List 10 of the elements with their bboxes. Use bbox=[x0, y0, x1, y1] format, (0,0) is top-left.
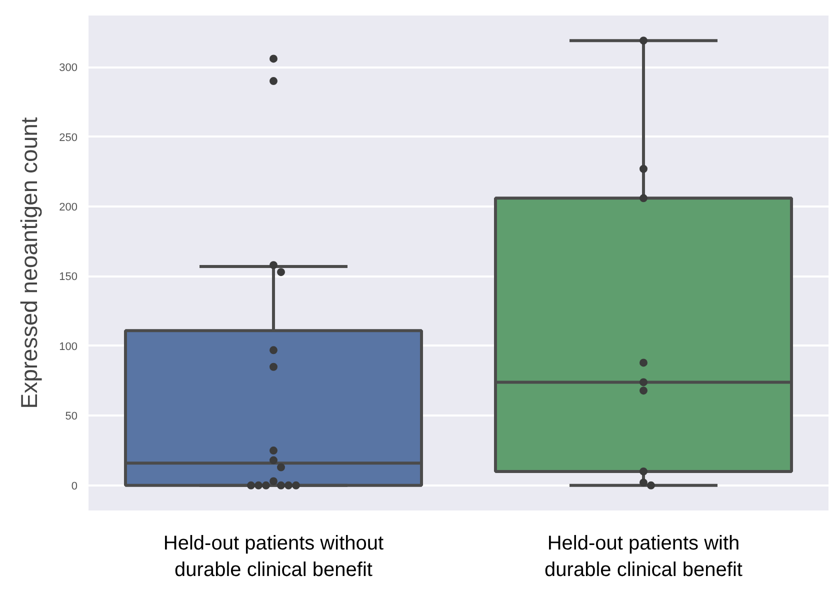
y-tick-label: 250 bbox=[59, 132, 78, 144]
x-tick-label: Held-out patients without durable clinical benefit bbox=[163, 532, 384, 581]
y-tick-label: 50 bbox=[65, 410, 78, 423]
x-tick-label: Held-out patients with durable clinical benefit bbox=[544, 532, 743, 581]
y-tick-label: 100 bbox=[59, 340, 78, 353]
y-axis-title: Expressed neoantigen count bbox=[16, 116, 42, 409]
y-tick-label: 300 bbox=[59, 62, 78, 74]
y-tick-label: 150 bbox=[59, 271, 78, 284]
y-tick-label: 0 bbox=[71, 480, 78, 492]
y-tick-label: 200 bbox=[59, 202, 78, 214]
